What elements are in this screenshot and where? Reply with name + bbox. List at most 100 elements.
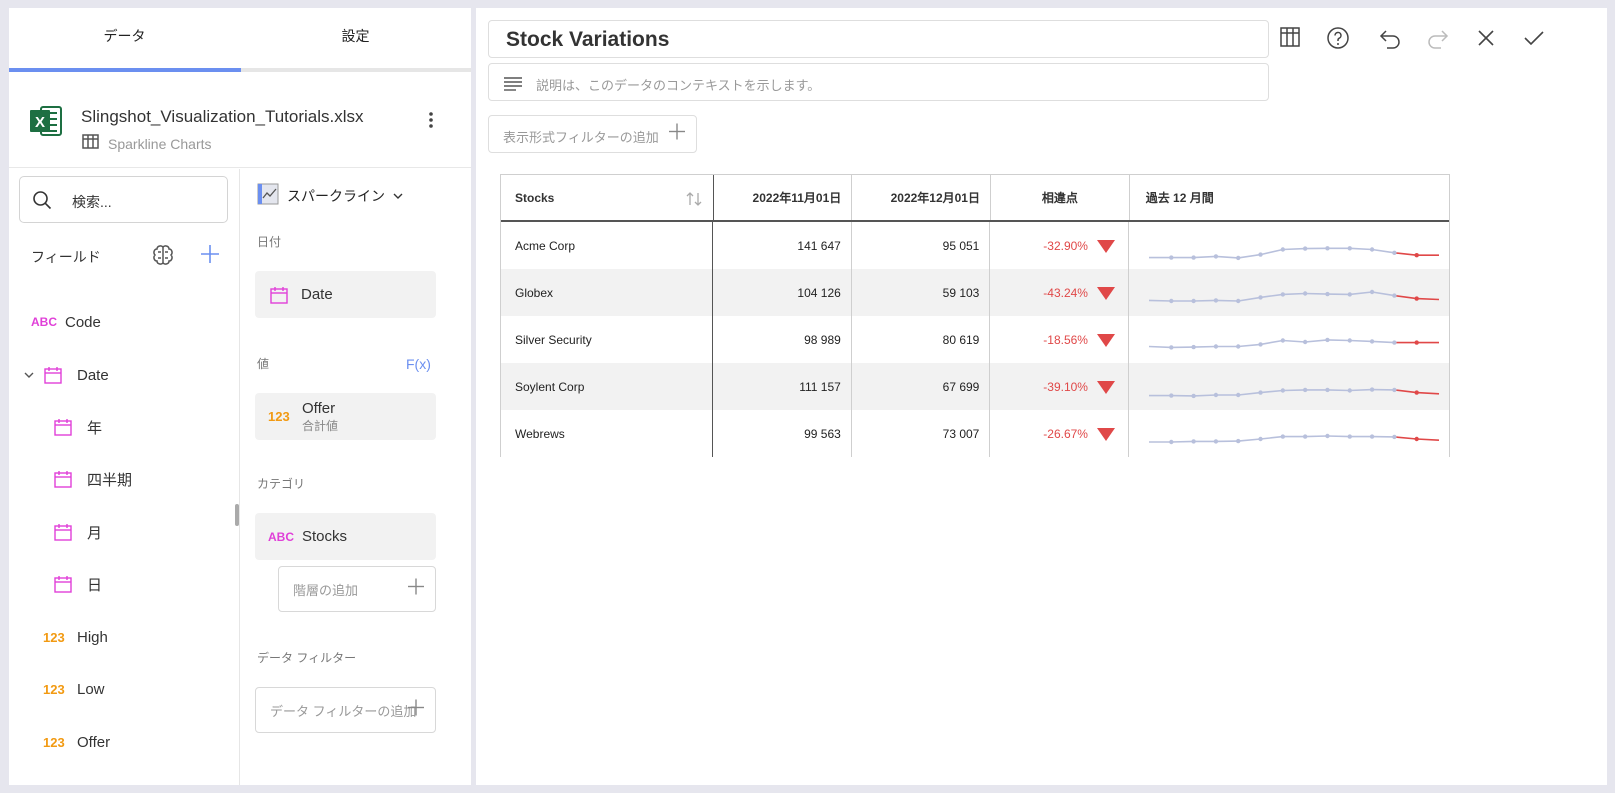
sparkline-segment: [1282, 247, 1306, 251]
field-quarter[interactable]: 四半期: [53, 464, 132, 494]
calendar-icon: [53, 417, 87, 437]
sparkline-point: [1280, 292, 1286, 297]
sparkline-point: [1191, 344, 1196, 350]
date-field-pill[interactable]: Date: [255, 271, 436, 318]
close-icon[interactable]: [1474, 26, 1498, 55]
sparkline-segment: [1238, 296, 1261, 302]
field-year[interactable]: 年: [53, 412, 102, 442]
nov-value-cell-value: 141 647: [797, 238, 841, 253]
category-field-pill[interactable]: ABC Stocks: [255, 513, 436, 560]
sparkline-point: [1414, 436, 1419, 442]
sparkline-segment: [1282, 389, 1306, 392]
field-date[interactable]: Date: [23, 360, 109, 390]
stock-name-cell-value: Globex: [515, 285, 554, 300]
sparkline-segment: [1282, 292, 1306, 296]
dec-value-cell: 80 619: [852, 316, 991, 363]
field-high[interactable]: 123 High: [43, 622, 108, 652]
sparkline-point: [1169, 345, 1174, 350]
sparkline-point: [1369, 339, 1375, 344]
column-header-label: 過去 12 月間: [1145, 191, 1214, 205]
redo-icon[interactable]: [1426, 26, 1450, 55]
visualization-title-field[interactable]: Stock Variations: [488, 20, 1269, 58]
column-header-sparkline[interactable]: 過去 12 月間: [1130, 175, 1449, 220]
sparkline-segment: [1215, 299, 1239, 302]
fx-button[interactable]: F(x): [406, 356, 431, 372]
dec-value-cell-value: 95 051: [942, 238, 980, 253]
field-low[interactable]: 123 Low: [43, 674, 105, 704]
table-row[interactable]: Soylent Corp 111 157 67 699 -39.10%: [501, 363, 1449, 410]
field-month[interactable]: 月: [53, 517, 102, 547]
table-view-icon[interactable]: [1279, 26, 1301, 53]
nov-value-cell: 104 126: [713, 269, 852, 316]
sparkline-cell: [1129, 316, 1449, 363]
sparkline-segment: [1416, 438, 1440, 441]
column-header-stocks[interactable]: Stocks: [501, 175, 714, 220]
sparkline-point: [1347, 246, 1352, 251]
table-row[interactable]: Silver Security 98 989 80 619 -18.56%: [501, 316, 1449, 363]
search-input[interactable]: 検索...: [19, 176, 228, 223]
visualization-type-selector[interactable]: スパークライン: [257, 183, 403, 208]
table-row[interactable]: Globex 104 126 59 103 -43.24%: [501, 269, 1449, 316]
sparkline-segment: [1215, 255, 1239, 259]
sparkline-segment: [1305, 292, 1328, 295]
add-hierarchy-button[interactable]: 階層の追加: [278, 566, 436, 612]
sparkline-segment: [1394, 294, 1417, 300]
sort-icon[interactable]: [685, 190, 703, 211]
field-code[interactable]: ABC Code: [31, 307, 101, 337]
sparkline-segment: [1171, 440, 1194, 443]
sparkline-point: [1236, 298, 1241, 304]
sparkline-point: [1302, 339, 1308, 345]
chevron-down-icon[interactable]: [23, 369, 43, 381]
sparkline-point: [1169, 439, 1174, 445]
search-icon: [32, 190, 52, 215]
description-field[interactable]: 説明は、このデータのコンテキストを示します。: [488, 63, 1269, 101]
brain-icon[interactable]: [151, 243, 175, 272]
help-icon[interactable]: [1326, 26, 1350, 55]
column-header-dec[interactable]: 2022年12月01日: [852, 175, 991, 220]
sparkline-segment: [1349, 247, 1373, 251]
stock-name-cell: Silver Security: [501, 316, 714, 363]
sparkline-point: [1325, 433, 1330, 439]
sparkline-grid: Stocks 2022年11月01日 2022年12月01日 相違点 過去 12…: [500, 174, 1450, 457]
sparkline-point: [1369, 289, 1375, 295]
sparkline-point: [1213, 392, 1219, 398]
add-visualization-filter-label: 表示形式フィルターの追加: [503, 130, 659, 145]
sparkline-segment: [1238, 343, 1261, 348]
add-visualization-filter-button[interactable]: 表示形式フィルターの追加: [488, 115, 697, 153]
undo-icon[interactable]: [1378, 26, 1402, 55]
fields-scrollbar[interactable]: [235, 504, 239, 526]
column-header-nov[interactable]: 2022年11月01日: [714, 175, 853, 220]
add-field-icon[interactable]: [199, 243, 221, 270]
stock-name-cell-value: Webrews: [515, 426, 565, 441]
field-offer[interactable]: 123 Offer: [43, 727, 110, 757]
field-label: 日: [87, 576, 103, 594]
sparkline-point: [1392, 434, 1397, 440]
sparkline-point: [1258, 436, 1263, 442]
add-data-filter-button[interactable]: データ フィルターの追加: [255, 687, 436, 733]
table-icon: [82, 134, 99, 154]
more-options-icon[interactable]: [423, 110, 439, 135]
value-field-pill[interactable]: 123 Offer 合計値: [255, 393, 436, 440]
field-label: 四半期: [87, 471, 133, 489]
file-name: Slingshot_Visualization_Tutorials.xlsx: [81, 107, 364, 126]
sparkline-chart: [1148, 433, 1440, 445]
tab-settings[interactable]: 設定: [341, 28, 370, 44]
table-row[interactable]: Acme Corp 141 647 95 051 -32.90%: [501, 222, 1449, 269]
sparkline-point: [1392, 340, 1397, 345]
description-placeholder: 説明は、このデータのコンテキストを示します。: [536, 78, 821, 93]
sparkline-segment: [1193, 394, 1216, 397]
nov-value-cell-value: 111 157: [799, 379, 841, 394]
sparkline-chart: [1148, 289, 1440, 304]
field-day[interactable]: 日: [53, 569, 102, 599]
stock-name-cell-value: Acme Corp: [515, 238, 576, 253]
sparkline-chart: [1148, 387, 1440, 399]
confirm-check-icon[interactable]: [1522, 26, 1546, 55]
number-type-icon: 123: [268, 409, 290, 424]
plus-icon: [407, 699, 425, 722]
tab-data[interactable]: データ: [103, 28, 146, 44]
down-triangle-icon: [1096, 334, 1115, 347]
sparkline-segment: [1260, 293, 1283, 299]
sparkline-point: [1302, 387, 1308, 393]
table-row[interactable]: Webrews 99 563 73 007 -26.67%: [501, 410, 1449, 457]
column-header-diff[interactable]: 相違点: [991, 175, 1130, 220]
